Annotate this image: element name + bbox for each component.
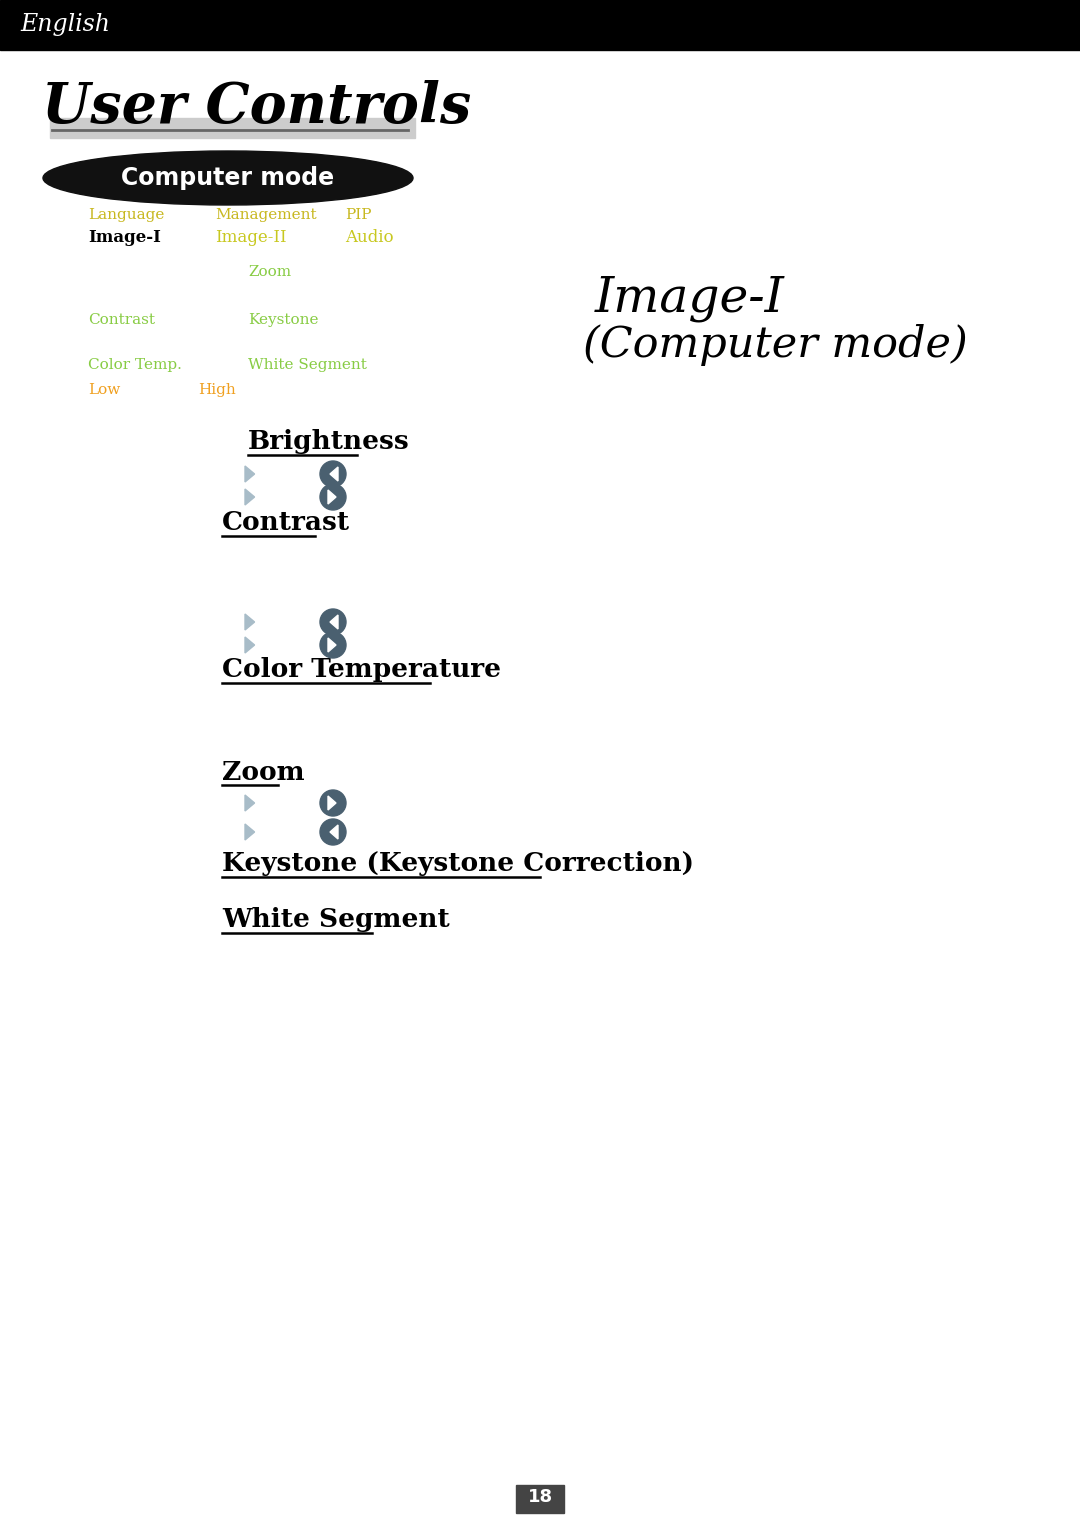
Text: Audio: Audio [345, 228, 393, 246]
Polygon shape [245, 489, 255, 505]
Text: Keystone: Keystone [248, 313, 319, 327]
Text: Low: Low [87, 382, 120, 398]
Polygon shape [245, 638, 255, 653]
Bar [50, 118, 415, 138]
Text: White Segment: White Segment [248, 358, 367, 372]
Text: Computer mode: Computer mode [121, 167, 335, 190]
Polygon shape [328, 489, 336, 505]
Text: PIP: PIP [345, 208, 372, 222]
Polygon shape [245, 615, 255, 630]
Polygon shape [330, 826, 338, 839]
Polygon shape [328, 638, 336, 651]
Circle shape [320, 485, 346, 511]
Polygon shape [330, 466, 338, 482]
Text: Zoom: Zoom [222, 760, 305, 784]
Text: Contrast: Contrast [222, 511, 350, 535]
Circle shape [320, 790, 346, 816]
Text: Keystone (Keystone Correction): Keystone (Keystone Correction) [222, 852, 694, 876]
Text: Image-I: Image-I [595, 275, 785, 321]
Text: Image-II: Image-II [215, 228, 286, 246]
Bar [0, 0, 1080, 50]
Ellipse shape [43, 151, 413, 205]
Text: English: English [21, 14, 110, 37]
Text: White Segment: White Segment [222, 908, 449, 933]
Polygon shape [245, 824, 255, 839]
Text: Image-I: Image-I [87, 228, 161, 246]
Polygon shape [330, 615, 338, 628]
Text: Brightness: Brightness [248, 430, 409, 454]
Circle shape [320, 462, 346, 488]
Bar [516, 1485, 564, 1514]
Text: Contrast: Contrast [87, 313, 156, 327]
Text: User Controls: User Controls [42, 81, 471, 136]
Circle shape [320, 631, 346, 657]
Text: Language: Language [87, 208, 164, 222]
Circle shape [320, 609, 346, 635]
Text: 18: 18 [527, 1488, 553, 1506]
Text: Zoom: Zoom [248, 265, 292, 278]
Polygon shape [245, 466, 255, 482]
Polygon shape [245, 795, 255, 810]
Text: Management: Management [215, 208, 316, 222]
Text: Color Temperature: Color Temperature [222, 657, 501, 682]
Text: Color Temp.: Color Temp. [87, 358, 181, 372]
Circle shape [320, 820, 346, 846]
Text: (Computer mode): (Computer mode) [583, 324, 968, 365]
Text: High: High [198, 382, 235, 398]
Polygon shape [328, 797, 336, 810]
